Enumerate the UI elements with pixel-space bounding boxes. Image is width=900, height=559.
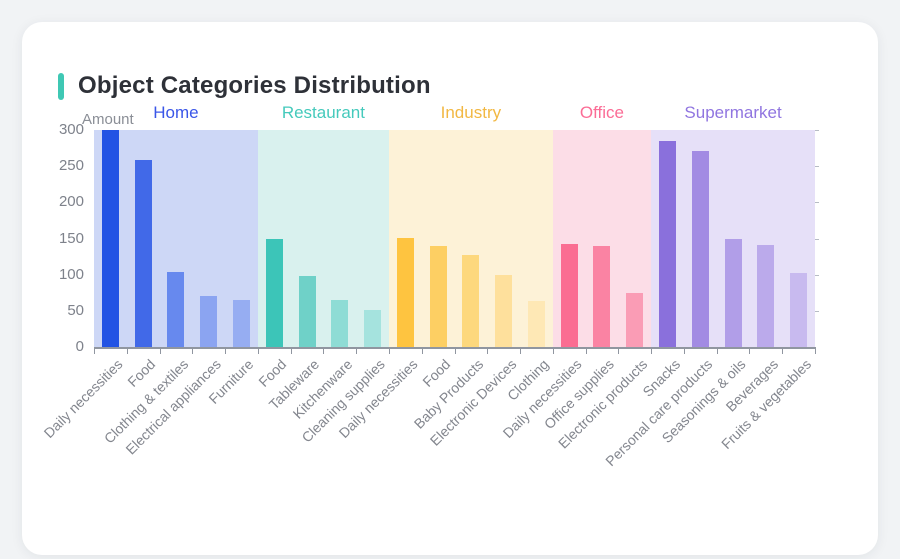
right-axis-tick [815, 310, 819, 312]
x-axis-tick [388, 349, 390, 354]
x-axis-tick [716, 349, 718, 354]
title-accent-bar [58, 72, 64, 100]
x-axis-tick [454, 349, 456, 354]
bar [265, 238, 283, 347]
x-axis-tick [257, 349, 259, 354]
y-axis-tick-label: 200 [58, 193, 84, 211]
x-axis-tick [421, 349, 423, 354]
bar [691, 150, 709, 347]
chart-card: Object Categories Distribution Amount Ho… [22, 22, 878, 555]
y-axis-tick-label: 100 [58, 265, 84, 283]
bar [495, 274, 513, 347]
bar [429, 246, 447, 347]
bar [298, 276, 316, 347]
bar [232, 299, 250, 347]
group-label-industry: Industry [440, 103, 502, 122]
x-axis-tick [159, 349, 161, 354]
y-axis-tick-label: 250 [58, 157, 84, 175]
bar [167, 272, 185, 347]
right-axis-tick [815, 166, 819, 168]
bar-chart: Home Daily necessities Food Clothing & text… [22, 22, 878, 555]
bar [724, 239, 742, 347]
bar [101, 130, 119, 347]
bar [790, 273, 808, 347]
x-axis-tick [552, 349, 554, 354]
x-axis-tick [126, 349, 128, 354]
right-axis-tick [815, 238, 819, 240]
x-axis-tick [585, 349, 587, 354]
y-axis-tick-label: 300 [58, 121, 84, 138]
x-axis-tick [618, 349, 620, 354]
x-axis-tick [520, 349, 522, 354]
right-axis-tick [815, 274, 819, 276]
x-axis-tick [323, 349, 325, 354]
bar [396, 237, 414, 347]
group-label-office: Office [579, 103, 625, 122]
page-title: Object Categories Distribution [78, 72, 431, 99]
bar [200, 296, 218, 347]
group-label-home: Home [153, 103, 199, 122]
x-axis-tick [356, 349, 358, 354]
x-axis-line [94, 347, 816, 349]
y-axis-title: Amount [82, 111, 134, 128]
x-axis-tick [487, 349, 489, 354]
bar [757, 245, 775, 347]
x-axis-tick [94, 349, 95, 354]
x-axis-tick [782, 349, 784, 354]
bar [659, 140, 677, 347]
x-axis-tick [683, 349, 685, 354]
x-axis-tick [651, 349, 653, 354]
x-axis-tick [290, 349, 292, 354]
right-axis-tick [815, 202, 819, 204]
bar [527, 300, 545, 347]
y-axis-tick-label: 0 [75, 338, 84, 355]
group-label-supermarket: Supermarket [684, 103, 782, 122]
bar [626, 292, 644, 347]
right-axis-tick [815, 130, 819, 131]
bar [134, 160, 152, 347]
x-axis-tick [225, 349, 227, 354]
bar [560, 244, 578, 347]
x-axis-tick [192, 349, 194, 354]
y-axis-tick-label: 150 [58, 229, 84, 247]
bar [593, 246, 611, 347]
card-header: Object Categories Distribution [58, 72, 431, 100]
bar [331, 299, 349, 347]
bar [364, 310, 382, 347]
group-label-restaurant: Restaurant [281, 103, 365, 122]
bar [462, 255, 480, 347]
x-axis-tick [749, 349, 751, 354]
x-axis-tick [815, 349, 816, 354]
y-axis-tick-label: 50 [67, 301, 84, 319]
